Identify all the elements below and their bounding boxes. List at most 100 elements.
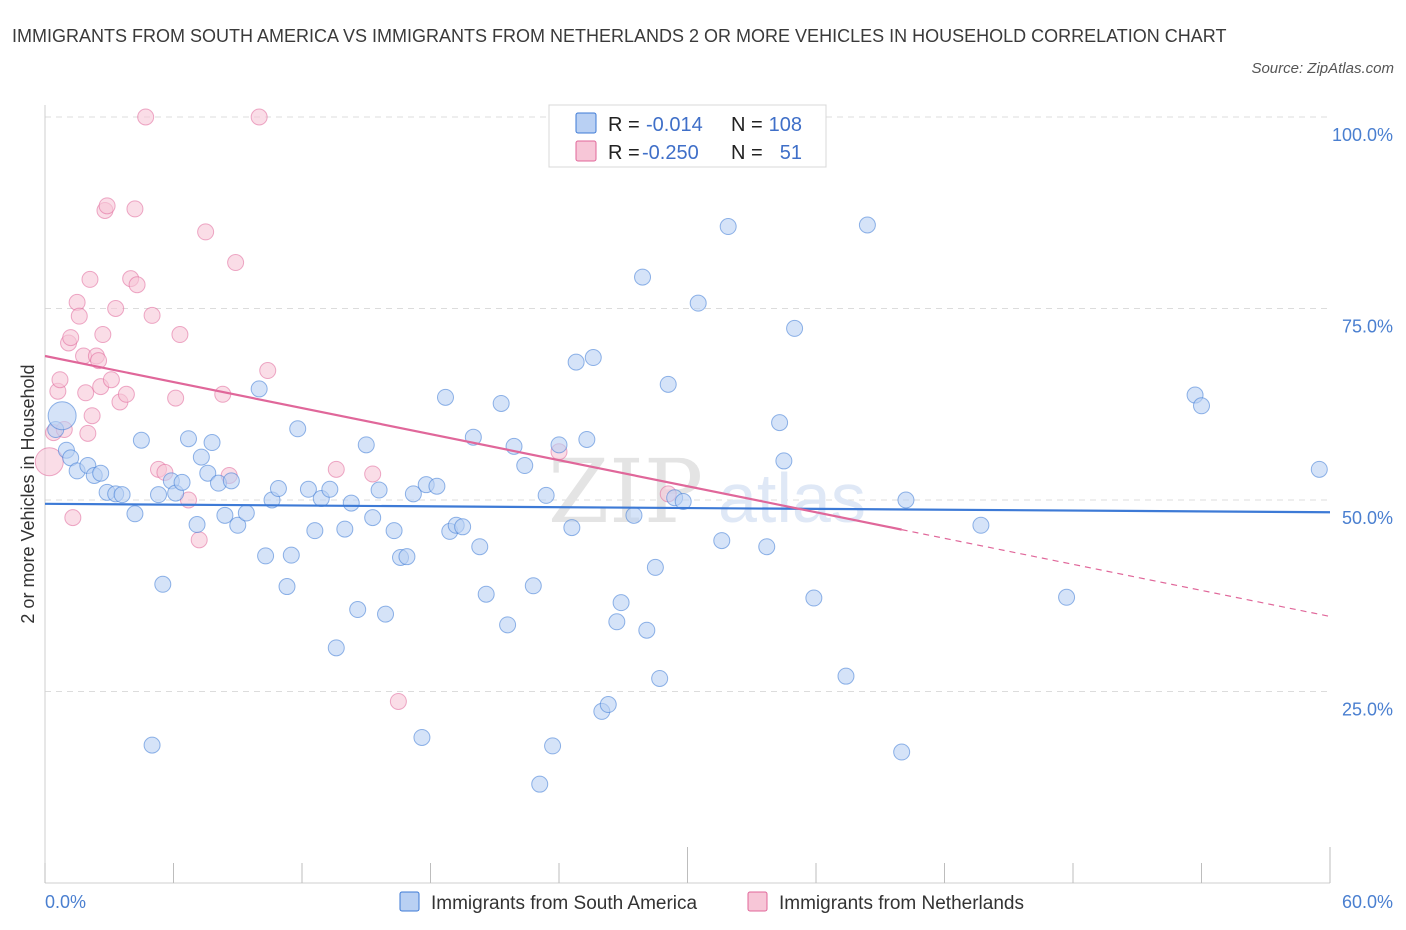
point-south-america (203, 434, 221, 452)
legend-n-value-1: 108 (769, 114, 802, 136)
point-south-america (404, 485, 422, 503)
point-south-america (771, 414, 789, 432)
point-netherlands (171, 326, 189, 344)
y-tick-label: 50.0% (1342, 508, 1393, 528)
point-netherlands (250, 108, 268, 126)
point-south-america (893, 743, 911, 761)
point-south-america (299, 480, 317, 498)
point-south-america (713, 532, 731, 550)
point-south-america (113, 486, 131, 504)
grid-lines (45, 116, 1330, 692)
point-south-america (550, 436, 568, 454)
source-label: Source: ZipAtlas.com (1251, 60, 1394, 77)
point-south-america (599, 696, 617, 714)
point-south-america (651, 669, 669, 687)
point-netherlands (259, 362, 277, 380)
point-south-america (188, 516, 206, 534)
point-netherlands (79, 424, 97, 442)
point-netherlands (77, 384, 95, 402)
point-netherlands (62, 329, 80, 347)
point-south-america (858, 216, 876, 234)
point-netherlands (143, 306, 161, 324)
point-south-america (154, 575, 172, 593)
y-axis-label: 2 or more Vehicles in Household (18, 364, 38, 623)
point-south-america (563, 519, 581, 537)
point-south-america (638, 621, 656, 639)
point-netherlands (98, 197, 116, 215)
point-south-america (674, 493, 692, 511)
point-netherlands (51, 371, 69, 389)
point-south-america (327, 639, 345, 657)
legend-r-value-1: -0.014 (646, 114, 703, 136)
point-netherlands (190, 531, 208, 549)
point-south-america (524, 577, 542, 595)
point-south-america (126, 505, 144, 523)
point-south-america (492, 394, 510, 412)
point-south-america (342, 494, 360, 512)
point-south-america (471, 538, 489, 556)
point-south-america (143, 736, 161, 754)
y-tick-label: 100.0% (1332, 125, 1393, 145)
y-tick-label: 75.0% (1342, 317, 1393, 337)
point-south-america (282, 546, 300, 564)
point-south-america (477, 585, 495, 603)
series-legend: Immigrants from South America Immigrants… (399, 891, 1024, 914)
point-netherlands (117, 385, 135, 403)
point-south-america (1193, 397, 1210, 415)
point-south-america (398, 548, 416, 566)
point-south-america (357, 436, 375, 454)
point-south-america (972, 516, 990, 534)
point-south-america (321, 480, 339, 498)
point-south-america (250, 380, 268, 398)
legend-r-label-2: R = (608, 142, 640, 164)
legend-swatch-pink (575, 140, 597, 162)
x-tick-min: 0.0% (45, 892, 86, 912)
point-south-america (544, 737, 562, 755)
point-south-america (173, 473, 191, 491)
point-south-america (349, 601, 367, 619)
point-netherlands (83, 407, 101, 425)
point-south-america (132, 431, 150, 449)
axes (44, 105, 1331, 884)
legend-swatch-blue (575, 112, 597, 134)
trend-line-netherlands-extension (901, 529, 1331, 618)
point-south-america (758, 538, 776, 556)
trend-line-south-america (44, 502, 1331, 514)
legend-swatch-south-america (399, 891, 420, 912)
point-south-america (413, 728, 431, 746)
point-south-america (608, 613, 626, 631)
point-south-america (150, 486, 168, 504)
point-south-america (646, 558, 664, 576)
legend-n-label-2: N = (731, 142, 763, 164)
chart-title: IMMIGRANTS FROM SOUTH AMERICA VS IMMIGRA… (12, 26, 1227, 46)
point-south-america (612, 594, 630, 612)
point-south-america (775, 452, 793, 470)
point-south-america (237, 504, 255, 522)
legend-label-south-america: Immigrants from South America (431, 893, 698, 914)
point-south-america (364, 509, 382, 527)
trend-lines (44, 354, 1331, 618)
point-netherlands (70, 307, 88, 325)
point-south-america (269, 480, 287, 498)
legend-r-value-2: -0.250 (642, 142, 699, 164)
point-south-america (499, 616, 517, 634)
point-south-america (199, 464, 217, 482)
point-south-america (336, 520, 354, 538)
point-netherlands (128, 276, 146, 294)
point-south-america (1310, 460, 1328, 478)
point-south-america (567, 353, 585, 371)
point-netherlands (389, 692, 407, 710)
point-south-america (625, 506, 643, 524)
point-netherlands (107, 300, 125, 317)
point-netherlands (126, 200, 144, 218)
point-netherlands (227, 254, 245, 272)
point-netherlands (64, 509, 82, 527)
x-tick-max: 60.0% (1342, 892, 1393, 912)
point-south-america (216, 506, 234, 524)
point-south-america (537, 486, 555, 504)
point-south-america (897, 491, 915, 509)
y-tick-labels: 25.0% 50.0% 75.0% 100.0% (1332, 125, 1393, 720)
point-netherlands (327, 460, 345, 478)
point-south-america (584, 349, 602, 367)
